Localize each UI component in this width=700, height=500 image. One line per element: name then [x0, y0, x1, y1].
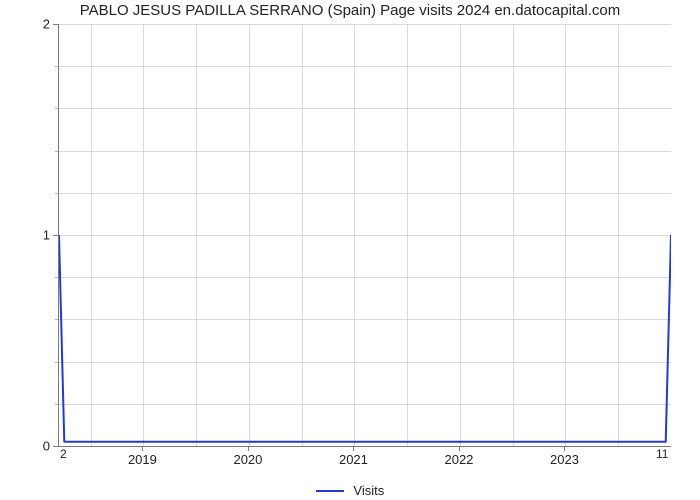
plot-area [58, 24, 671, 447]
legend-swatch [316, 490, 344, 492]
y-tick-mark [53, 235, 58, 236]
inner-label-right: 11 [656, 447, 668, 461]
y-tick-label: 0 [10, 439, 50, 454]
x-tick-label: 2019 [128, 452, 157, 467]
y-minor-tick-mark [55, 151, 58, 152]
y-tick-mark [53, 24, 58, 25]
legend-label: Visits [353, 483, 384, 498]
y-minor-tick-mark [55, 193, 58, 194]
y-minor-tick-mark [55, 108, 58, 109]
x-tick-label: 2023 [550, 452, 579, 467]
y-minor-tick-mark [55, 277, 58, 278]
x-tick-mark [459, 446, 460, 451]
chart-container: PABLO JESUS PADILLA SERRANO (Spain) Page… [0, 0, 700, 500]
series-line [59, 24, 671, 446]
y-tick-label: 1 [10, 228, 50, 243]
y-minor-tick-mark [55, 319, 58, 320]
x-tick-mark [142, 446, 143, 451]
x-tick-label: 2021 [339, 452, 368, 467]
x-tick-mark [564, 446, 565, 451]
legend: Visits [0, 482, 700, 498]
y-minor-tick-mark [55, 404, 58, 405]
x-tick-mark [248, 446, 249, 451]
y-minor-tick-mark [55, 66, 58, 67]
x-tick-label: 2020 [233, 452, 262, 467]
x-tick-mark [353, 446, 354, 451]
inner-label-left: 2 [60, 447, 67, 461]
x-tick-label: 2022 [444, 452, 473, 467]
y-minor-tick-mark [55, 362, 58, 363]
y-tick-label: 2 [10, 17, 50, 32]
y-tick-mark [53, 446, 58, 447]
chart-title: PABLO JESUS PADILLA SERRANO (Spain) Page… [0, 2, 700, 19]
